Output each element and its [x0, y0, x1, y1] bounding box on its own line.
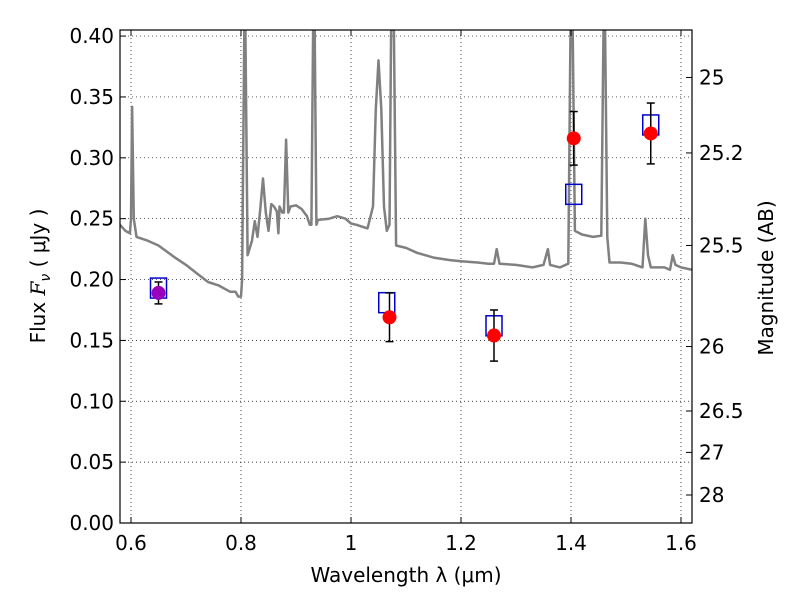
y-tick-label: 0.25 [69, 207, 114, 231]
y-tick-label: 0.20 [69, 268, 114, 292]
y-label-unit: ( μJy ) [26, 209, 50, 274]
y-tick-label: 0.00 [69, 511, 114, 535]
x-tick-label: 1.6 [665, 531, 697, 555]
x-tick-label: 1.2 [445, 531, 477, 555]
x-tick-label: 1.4 [555, 531, 587, 555]
x-tick-label: 0.8 [225, 531, 257, 555]
magnitude-tick-label: 26.5 [699, 399, 744, 423]
magnitude-tick-label: 25.5 [699, 233, 744, 257]
model-square-marker [378, 291, 396, 314]
y-tick-label: 0.40 [69, 24, 114, 48]
y-label-symbol: F [26, 280, 50, 296]
y-axis-label-right: Magnitude (AB) [754, 200, 778, 355]
y-label-subscript: ν [38, 274, 54, 282]
y-tick-label: 0.15 [69, 328, 114, 352]
observed-flux-point [643, 126, 658, 141]
magnitude-tick-label: 27 [699, 440, 724, 464]
observed-flux-point [382, 310, 397, 325]
observed-flux-point [151, 285, 166, 300]
x-tick-label: 1 [345, 531, 358, 555]
ticks-layer: 0.6 0.8 1 1.2 1.4 1.6 0.00 0.05 0.10 0.15 0.20 0.25… [69, 24, 743, 555]
y-axis-label-left: Flux Fν ( μJy ) [26, 209, 54, 344]
markers-layer [149, 102, 660, 362]
x-axis-label: Wavelength λ (μm) [310, 563, 501, 587]
observed-flux-point [487, 328, 501, 343]
magnitude-tick-label: 28 [699, 483, 724, 507]
spectrum-line [120, 30, 692, 298]
model-square-marker [565, 183, 583, 206]
magnitude-tick-label: 26 [699, 334, 724, 358]
magnitude-tick-label: 25.2 [699, 141, 744, 165]
spectrum-layer [120, 30, 692, 298]
plot-frame [119, 29, 693, 524]
magnitude-tick-label: 25 [699, 65, 724, 89]
observed-flux-point [566, 131, 581, 146]
x-tick-label: 0.6 [115, 531, 147, 555]
y-label-prefix: Flux [26, 295, 50, 343]
y-tick-label: 0.10 [69, 389, 114, 413]
y-tick-label: 0.35 [69, 85, 114, 109]
y-tick-label: 0.05 [69, 450, 114, 474]
y-tick-label: 0.30 [69, 146, 114, 170]
